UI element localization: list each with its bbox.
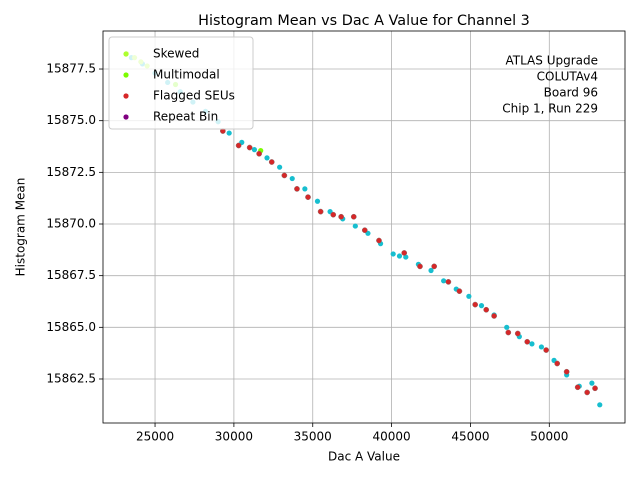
scatter-point: [317, 208, 324, 215]
scatter-point: [417, 263, 423, 270]
y-axis-label: Histogram Mean: [14, 178, 28, 277]
legend-label: Flagged SEUs: [153, 89, 235, 103]
x-tick-label: 25000: [136, 430, 174, 444]
scatter-point: [597, 402, 603, 408]
y-tick-label: 15877.5: [46, 62, 96, 76]
y-tick-label: 15872.5: [46, 165, 96, 179]
scatter-point: [352, 223, 358, 229]
scatter-point: [294, 186, 300, 192]
scatter-point: [441, 278, 447, 284]
annotation-line: ATLAS Upgrade: [505, 54, 598, 68]
legend-label: Skewed: [153, 47, 199, 61]
chart-title: Histogram Mean vs Dac A Value for Channe…: [198, 13, 530, 29]
legend-marker: [123, 51, 129, 57]
legend-marker: [123, 93, 129, 99]
legend: Skewed Multimodal Flagged SEUs Repeat Bin: [108, 36, 254, 130]
x-tick-label: 45000: [451, 430, 489, 444]
scatter-point: [524, 338, 531, 345]
scatter-point: [472, 301, 479, 308]
scatter-point: [529, 341, 535, 347]
scatter-point: [514, 330, 521, 337]
scatter-point: [483, 306, 490, 313]
scatter-point: [445, 279, 452, 285]
scatter-point: [401, 250, 408, 256]
scatter-point: [456, 288, 463, 295]
scatter-point: [491, 313, 497, 319]
scatter-point: [574, 384, 581, 391]
scatter-point: [268, 159, 275, 165]
x-tick-label: 35000: [294, 430, 332, 444]
y-tick-label: 15875.0: [46, 113, 96, 127]
scatter-point: [504, 324, 510, 330]
scatter-point: [428, 267, 434, 274]
scatter-point: [592, 385, 598, 392]
scatter-point: [256, 150, 262, 157]
scatter-point: [302, 186, 308, 192]
scatter-point: [350, 213, 357, 220]
y-tick-label: 15867.5: [46, 268, 96, 282]
scatter-point: [478, 303, 485, 309]
scatter-point: [584, 389, 591, 396]
y-tick-label: 15870.0: [46, 217, 96, 231]
scatter-point: [330, 211, 337, 218]
annotation: ATLAS Upgrade COLUTAv4 Board 96 Chip 1, Run…: [502, 54, 598, 116]
scatter-point: [289, 175, 295, 182]
scatter-point: [505, 329, 512, 336]
scatter-point: [390, 251, 396, 257]
scatter-point: [305, 194, 311, 200]
plot-frame: [102, 30, 626, 424]
y-tick-label: 15865.0: [46, 320, 96, 334]
legend-label: Multimodal: [153, 68, 220, 82]
scatter-point: [338, 213, 344, 220]
legend-marker: [123, 72, 129, 78]
scatter-point: [538, 344, 545, 350]
legend-marker: [123, 114, 129, 120]
legend-label: Repeat Bin: [153, 110, 218, 124]
scatter-point: [361, 227, 368, 234]
annotation-line: COLUTAv4: [537, 70, 598, 84]
x-tick-label: 50000: [530, 430, 568, 444]
scatter-point: [589, 380, 595, 386]
scatter-point: [314, 198, 321, 204]
scatter-point: [235, 142, 242, 149]
scatter-point: [563, 368, 570, 375]
scatter-point: [554, 360, 561, 367]
scatter-point: [246, 144, 253, 151]
x-tick-label: 30000: [215, 430, 253, 444]
scatter-point: [466, 293, 472, 299]
annotation-line: Chip 1, Run 229: [502, 102, 598, 116]
scatter-point: [251, 147, 257, 153]
scatter-point: [264, 155, 270, 161]
x-axis-label: Dac A Value: [328, 450, 400, 464]
y-tick-label: 15862.5: [46, 371, 96, 385]
scatter-point: [396, 253, 403, 259]
scatter-point: [277, 164, 283, 170]
scatter-point: [226, 130, 232, 136]
scatter-point: [431, 263, 438, 270]
grid: 25000 30000 35000 40000 45000 50000 15862.5 158…: [46, 31, 625, 444]
x-tick-label: 40000: [373, 430, 411, 444]
scatter-point: [543, 347, 549, 353]
legend-box: [108, 36, 254, 130]
annotation-line: Board 96: [544, 86, 598, 100]
scatter-point: [281, 172, 288, 179]
scatter-point: [376, 237, 382, 244]
